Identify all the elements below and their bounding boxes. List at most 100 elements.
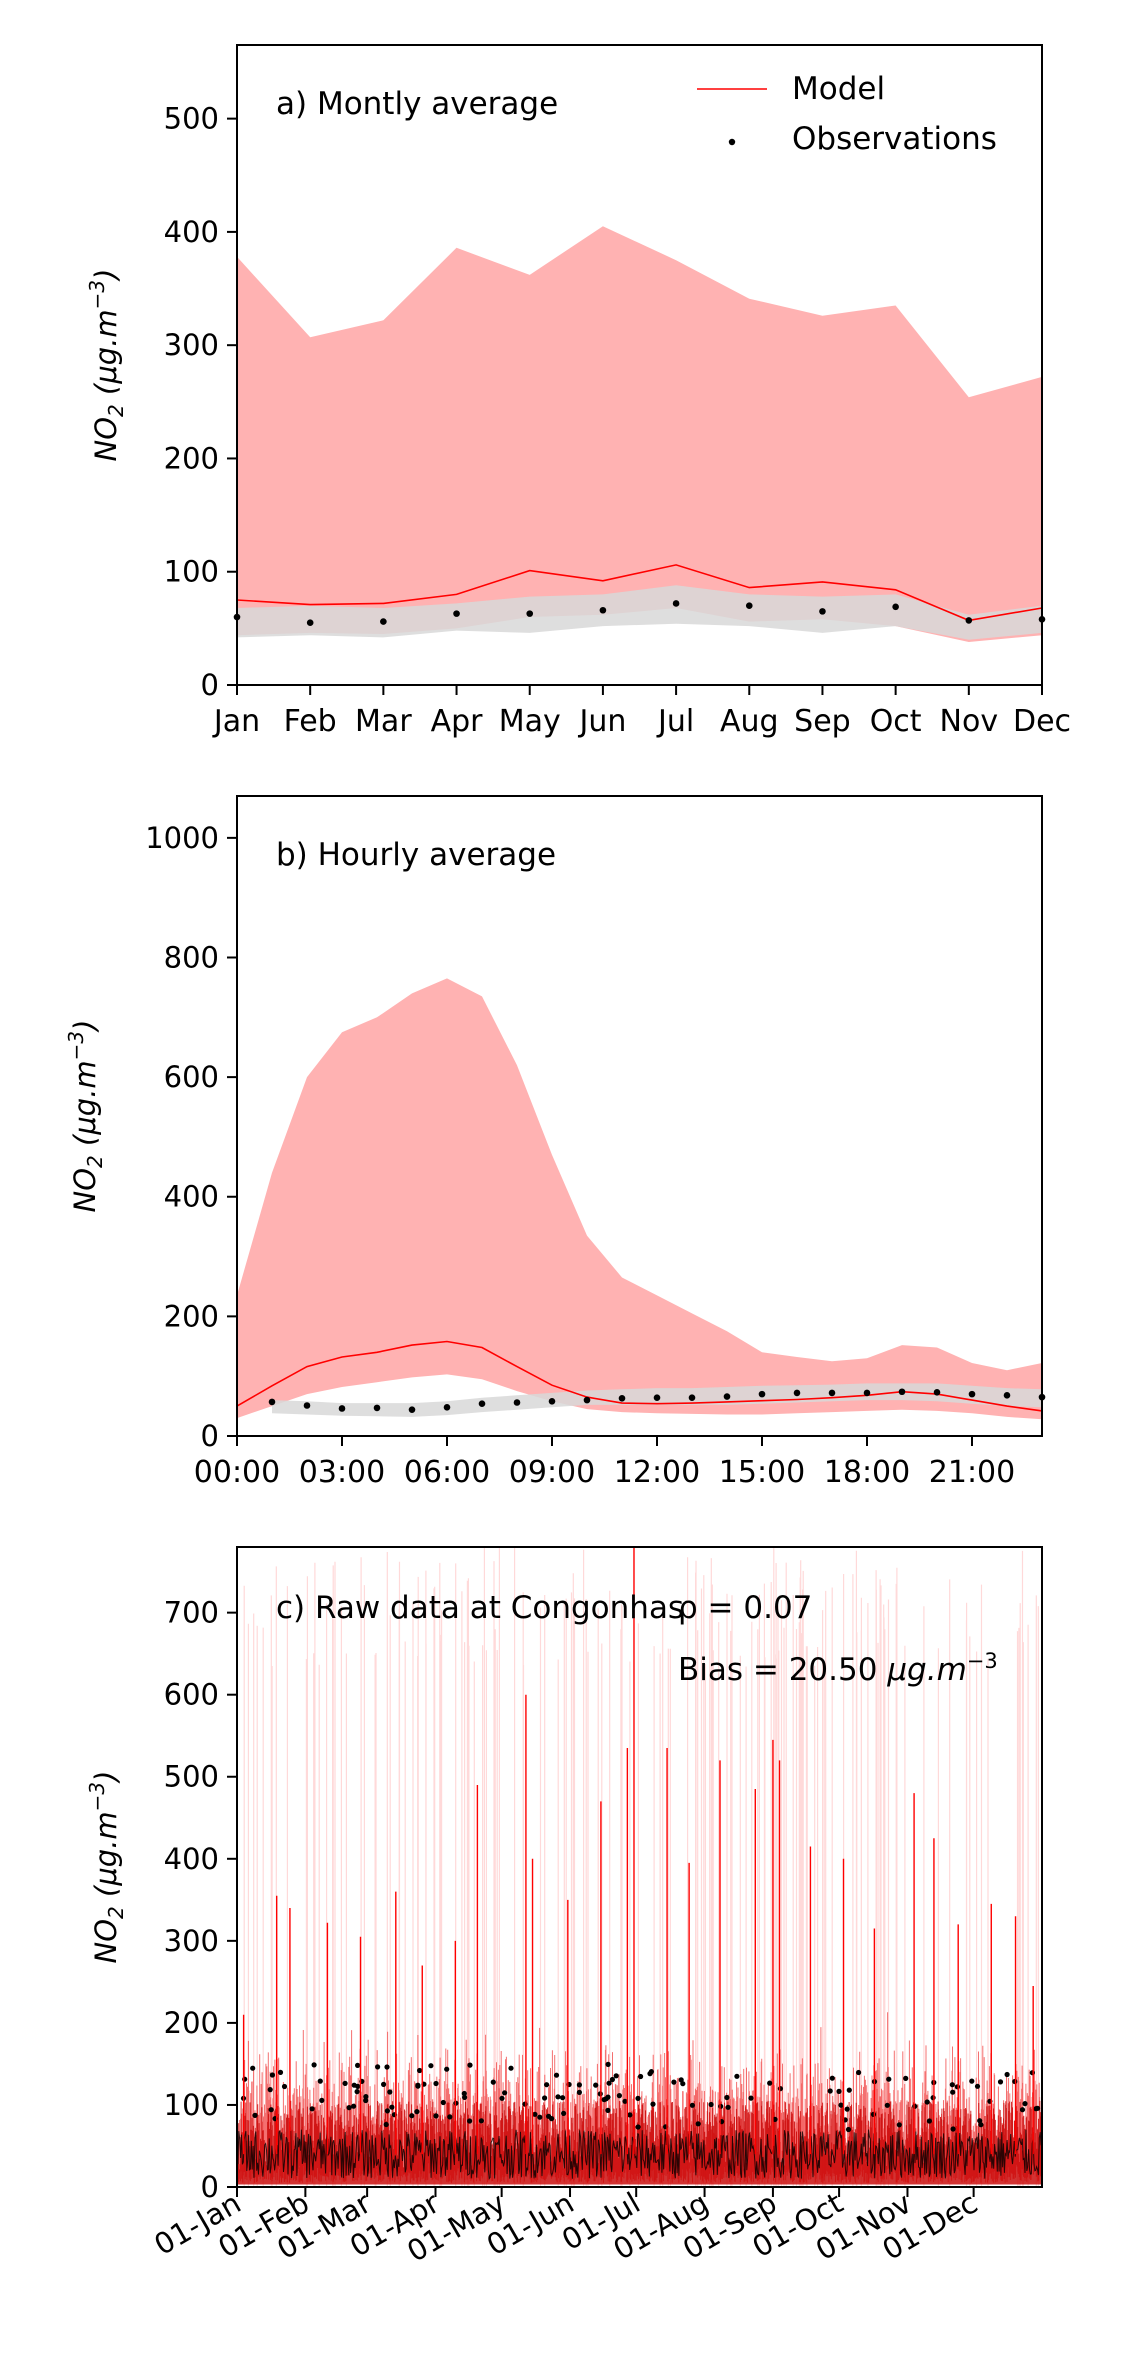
x-tick-label: Dec (1013, 704, 1071, 739)
obs-point (478, 2118, 484, 2124)
obs-point (605, 2107, 611, 2113)
obs-point (974, 2083, 981, 2089)
obs-point (648, 2069, 655, 2075)
obs-point (1022, 2101, 1028, 2107)
obs-point (672, 600, 680, 607)
obs-point (553, 2072, 560, 2078)
obs-point (317, 2078, 323, 2084)
obs-point (526, 610, 534, 617)
obs-point (886, 2076, 892, 2082)
obs-point (387, 2089, 393, 2095)
obs-point (513, 1399, 521, 1406)
obs-point (381, 2081, 387, 2087)
y-tick-label: 300 (164, 328, 219, 362)
model-member-traces (243, 1547, 1039, 2187)
obs-point (650, 2101, 656, 2107)
obs-point (745, 602, 753, 610)
obs-point (819, 608, 826, 615)
obs-point (490, 2079, 496, 2085)
obs-point (544, 2082, 550, 2088)
obs-point (268, 2107, 274, 2113)
panel-b-y-ticks: 0 200 400 600 800 1000 (145, 821, 237, 1453)
obs-point (898, 1388, 906, 1396)
y-tick-label: 500 (164, 1760, 219, 1794)
x-tick-label: 15:00 (719, 1455, 805, 1490)
obs-point (933, 1389, 941, 1396)
x-tick-label: 09:00 (509, 1455, 595, 1490)
obs-point (718, 2103, 724, 2109)
panel-a-y-ticks: 0 100 200 300 400 500 (164, 102, 237, 702)
obs-point (924, 2099, 930, 2105)
obs-point (583, 1396, 591, 1404)
obs-point (965, 617, 973, 624)
obs-point (303, 1402, 311, 1409)
obs-point (269, 2072, 275, 2078)
obs-point (912, 2103, 918, 2109)
obs-point (613, 2073, 619, 2079)
obs-point (896, 2122, 902, 2128)
obs-point (638, 2073, 644, 2080)
obs-point (724, 2094, 730, 2101)
obs-point (319, 2097, 325, 2103)
obs-point (384, 2064, 390, 2070)
x-tick-label: 06:00 (404, 1455, 490, 1490)
y-tick-label: 200 (164, 1299, 219, 1333)
panel-a-monthly: 0 100 200 300 400 500 Jan Feb Mar Apr May Jun Jul Au… (85, 44, 1071, 739)
x-tick-label: 03:00 (299, 1455, 385, 1490)
x-tick-label: Jul (656, 704, 694, 739)
x-tick-label: 18:00 (824, 1455, 910, 1490)
obs-point (267, 2087, 273, 2093)
x-tick-label: 00:00 (194, 1455, 280, 1490)
obs-point (969, 2078, 975, 2084)
panel-a-annotation: a) Montly average (276, 86, 558, 122)
obs-point (635, 2095, 641, 2101)
obs-point (725, 2104, 731, 2110)
obs-point (561, 2110, 567, 2116)
obs-point (576, 2089, 583, 2095)
panel-c-annotation: c) Raw data at Congonhas (276, 1590, 684, 1626)
obs-point (599, 606, 607, 614)
obs-point (409, 2113, 415, 2119)
x-tick-label: May (499, 704, 561, 739)
obs-point (384, 2108, 390, 2114)
panel-c-y-axis-label: NO2 (μg.m−3) (85, 1771, 128, 1964)
obs-point (828, 1389, 836, 1397)
panel-b-plot-area (236, 978, 1046, 1420)
x-tick-label: Jun (577, 704, 626, 739)
obs-point (954, 2084, 961, 2090)
obs-point (635, 2124, 641, 2130)
obs-point (252, 2112, 258, 2118)
model-range-band (237, 978, 1042, 1420)
panel-c-stat-rho: ρ = 0.07 (678, 1590, 812, 1626)
obs-point (977, 2118, 983, 2124)
obs-point (950, 2089, 956, 2095)
y-tick-label: 0 (201, 668, 219, 702)
obs-point (417, 2067, 423, 2074)
panel-b-annotation: b) Hourly average (276, 837, 556, 873)
obs-point (601, 2097, 607, 2103)
obs-point (548, 1398, 556, 1405)
obs-point (978, 2122, 984, 2128)
obs-point (616, 2093, 623, 2099)
obs-point (346, 2105, 352, 2111)
obs-point (748, 2095, 754, 2101)
obs-point (689, 2102, 696, 2108)
obs-point (1035, 2105, 1041, 2111)
obs-point (576, 2082, 583, 2088)
obs-point (537, 2114, 543, 2120)
obs-point (968, 1390, 976, 1398)
obs-point (351, 2082, 357, 2088)
x-tick-label: Oct (870, 704, 922, 739)
panel-a-x-ticks: Jan Feb Mar Apr May Jun Jul Aug Sep Oct Nov Dec (212, 685, 1071, 739)
obs-point (428, 2063, 434, 2069)
y-tick-label: 300 (164, 1924, 219, 1958)
obs-point (653, 1394, 661, 1402)
obs-point (268, 1398, 276, 1406)
obs-point (950, 2126, 956, 2132)
x-tick-label: Jan (212, 704, 260, 739)
y-tick-label: 200 (164, 2006, 219, 2040)
x-tick-label: Aug (720, 704, 779, 739)
obs-point (338, 1405, 346, 1412)
y-tick-label: 800 (164, 940, 219, 974)
